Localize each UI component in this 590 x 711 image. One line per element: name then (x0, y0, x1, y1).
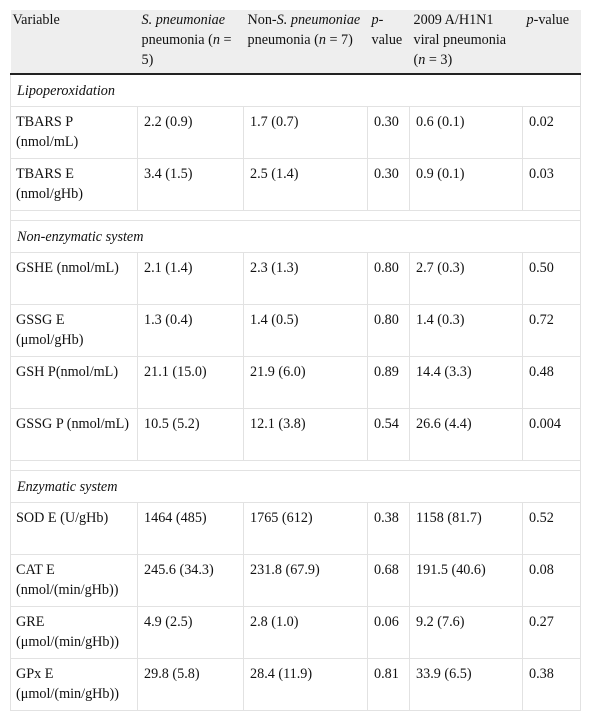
table-row: SOD E (U/gHb) 1464 (485) 1765 (612) 0.38 115… (10, 502, 581, 555)
cell-non-s-pneumoniae: 12.1 (3.8) (243, 408, 368, 461)
cell-h1n1: 33.9 (6.5) (409, 658, 523, 711)
cell-p-value-2: 0.27 (522, 606, 581, 659)
cell-s-pneumoniae: 1.3 (0.4) (137, 304, 244, 357)
cell-variable: GSHE (nmol/mL) (10, 252, 138, 305)
cell-s-pneumoniae: 1464 (485) (137, 502, 244, 555)
data-table: Variable S. pneumoniae pneumonia (n = 5)… (10, 10, 581, 711)
cell-p-value-2: 0.72 (522, 304, 581, 357)
cell-non-s-pneumoniae: 2.3 (1.3) (243, 252, 368, 305)
cell-p-value-2: 0.50 (522, 252, 581, 305)
cell-variable: CAT E (nmol/(min/gHb)) (10, 554, 138, 607)
header-p-value-2: p-value (522, 10, 581, 75)
table-row: GSSG P (nmol/mL) 10.5 (5.2) 12.1 (3.8) 0.54… (10, 408, 581, 461)
cell-h1n1: 1.4 (0.3) (409, 304, 523, 357)
table-row: GSHE (nmol/mL) 2.1 (1.4) 2.3 (1.3) 0.80 2.7 … (10, 252, 581, 305)
cell-variable: TBARS E (nmol/gHb) (10, 158, 138, 211)
cell-p-value-2: 0.08 (522, 554, 581, 607)
table-row: CAT E (nmol/(min/gHb)) 245.6 (34.3) 231.8 … (10, 554, 581, 607)
cell-h1n1: 26.6 (4.4) (409, 408, 523, 461)
cell-s-pneumoniae: 2.1 (1.4) (137, 252, 244, 305)
cell-p-value-2: 0.03 (522, 158, 581, 211)
cell-p-value-2: 0.48 (522, 356, 581, 409)
table-row: GPx E (μmol/(min/gHb)) 29.8 (5.8) 28.4 (11… (10, 658, 581, 711)
cell-variable: TBARS P (nmol/mL) (10, 106, 138, 159)
table-body: Lipoperoxidation TBARS P (nmol/mL) 2.2 (0.… (10, 74, 581, 711)
header-p-value-1: p-value (367, 10, 410, 75)
cell-variable: SOD E (U/gHb) (10, 502, 138, 555)
cell-variable: GSSG P (nmol/mL) (10, 408, 138, 461)
cell-p-value-2: 0.004 (522, 408, 581, 461)
cell-p-value-1: 0.38 (367, 502, 410, 555)
header-row: Variable S. pneumoniae pneumonia (n = 5)… (10, 10, 581, 75)
cell-h1n1: 191.5 (40.6) (409, 554, 523, 607)
cell-s-pneumoniae: 3.4 (1.5) (137, 158, 244, 211)
cell-p-value-1: 0.68 (367, 554, 410, 607)
cell-p-value-2: 0.52 (522, 502, 581, 555)
table-row: GSH P(nmol/mL) 21.1 (15.0) 21.9 (6.0) 0.89 1… (10, 356, 581, 409)
cell-p-value-1: 0.30 (367, 158, 410, 211)
cell-non-s-pneumoniae: 231.8 (67.9) (243, 554, 368, 607)
spacer-cell (522, 460, 581, 471)
table-row: GRE (μmol/(min/gHb)) 4.9 (2.5) 2.8 (1.0) 0.… (10, 606, 581, 659)
cell-non-s-pneumoniae: 28.4 (11.9) (243, 658, 368, 711)
section-empty-cell (522, 470, 581, 503)
cell-s-pneumoniae: 2.2 (0.9) (137, 106, 244, 159)
cell-h1n1: 0.9 (0.1) (409, 158, 523, 211)
cell-p-value-1: 0.80 (367, 304, 410, 357)
spacer-cell (10, 460, 523, 471)
cell-non-s-pneumoniae: 21.9 (6.0) (243, 356, 368, 409)
cell-non-s-pneumoniae: 1.7 (0.7) (243, 106, 368, 159)
cell-variable: GSH P(nmol/mL) (10, 356, 138, 409)
header-non-s-pneumoniae: Non-S. pneumoniae pneumonia (n = 7) (243, 10, 368, 75)
cell-p-value-1: 0.06 (367, 606, 410, 659)
table-header: Variable S. pneumoniae pneumonia (n = 5)… (10, 10, 581, 75)
cell-s-pneumoniae: 29.8 (5.8) (137, 658, 244, 711)
section-header-row: Non-enzymatic system (10, 220, 581, 253)
cell-p-value-1: 0.30 (367, 106, 410, 159)
cell-variable: GPx E (μmol/(min/gHb)) (10, 658, 138, 711)
section-header-row: Enzymatic system (10, 470, 581, 503)
cell-variable: GRE (μmol/(min/gHb)) (10, 606, 138, 659)
cell-p-value-2: 0.02 (522, 106, 581, 159)
header-s-pneumoniae: S. pneumoniae pneumonia (n = 5) (137, 10, 244, 75)
section-title: Lipoperoxidation (10, 74, 523, 107)
cell-variable: GSSG E (μmol/gHb) (10, 304, 138, 357)
spacer-cell (10, 210, 523, 221)
cell-p-value-1: 0.81 (367, 658, 410, 711)
cell-s-pneumoniae: 21.1 (15.0) (137, 356, 244, 409)
cell-p-value-1: 0.89 (367, 356, 410, 409)
header-variable: Variable (10, 10, 138, 75)
cell-s-pneumoniae: 245.6 (34.3) (137, 554, 244, 607)
section-title: Non-enzymatic system (10, 220, 523, 253)
cell-non-s-pneumoniae: 2.5 (1.4) (243, 158, 368, 211)
cell-non-s-pneumoniae: 1.4 (0.5) (243, 304, 368, 357)
cell-h1n1: 2.7 (0.3) (409, 252, 523, 305)
section-title: Enzymatic system (10, 470, 523, 503)
cell-non-s-pneumoniae: 1765 (612) (243, 502, 368, 555)
cell-p-value-1: 0.80 (367, 252, 410, 305)
cell-non-s-pneumoniae: 2.8 (1.0) (243, 606, 368, 659)
section-empty-cell (522, 74, 581, 107)
section-empty-cell (522, 220, 581, 253)
cell-h1n1: 14.4 (3.3) (409, 356, 523, 409)
cell-s-pneumoniae: 10.5 (5.2) (137, 408, 244, 461)
cell-p-value-1: 0.54 (367, 408, 410, 461)
table-row: TBARS E (nmol/gHb) 3.4 (1.5) 2.5 (1.4) 0.30… (10, 158, 581, 211)
section-spacer (10, 210, 581, 221)
cell-h1n1: 0.6 (0.1) (409, 106, 523, 159)
cell-p-value-2: 0.38 (522, 658, 581, 711)
cell-s-pneumoniae: 4.9 (2.5) (137, 606, 244, 659)
section-header-row: Lipoperoxidation (10, 74, 581, 107)
table-row: TBARS P (nmol/mL) 2.2 (0.9) 1.7 (0.7) 0.30 0… (10, 106, 581, 159)
spacer-cell (522, 210, 581, 221)
cell-h1n1: 1158 (81.7) (409, 502, 523, 555)
section-spacer (10, 460, 581, 471)
cell-h1n1: 9.2 (7.6) (409, 606, 523, 659)
header-h1n1: 2009 A/H1N1 viral pneumonia (n = 3) (409, 10, 523, 75)
table-row: GSSG E (μmol/gHb) 1.3 (0.4) 1.4 (0.5) 0.80 1… (10, 304, 581, 357)
